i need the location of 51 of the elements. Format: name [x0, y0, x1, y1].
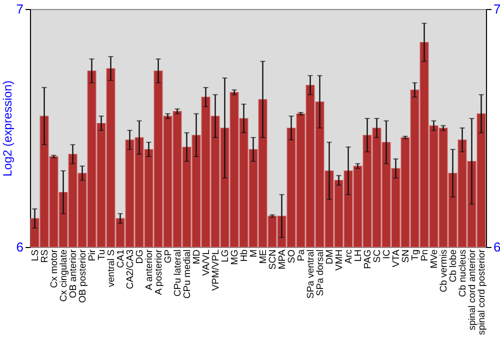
x-tick-label: SO — [286, 250, 298, 264]
x-tick-label: LH — [352, 249, 364, 262]
x-tick-label: A posterior — [153, 250, 164, 295]
x-tick-label: VPM/VPL — [210, 250, 222, 291]
x-tick-label: Pa — [296, 248, 307, 262]
x-tick-label: ME — [258, 250, 269, 264]
x-tick-label: Pn — [419, 250, 430, 262]
x-tick-label: MG — [229, 250, 240, 265]
x-tick-label: Pir — [86, 250, 98, 262]
x-tick-label: ventral S — [106, 250, 117, 287]
x-tick-label: DG — [134, 250, 146, 264]
x-tick-label: SCN — [267, 249, 278, 270]
x-tick-label: Cb lobe — [448, 250, 459, 282]
x-tick-label: DM — [324, 249, 336, 264]
x-tick-label: SPa ventral — [305, 250, 316, 299]
x-tick-label: Cx motor — [48, 250, 60, 288]
x-tick-label: spinal cord posterior — [476, 250, 488, 336]
y2-tick-label: 7 — [494, 2, 500, 16]
x-tick-label: MPA — [276, 248, 288, 270]
x-tick-label: CPu medial — [182, 250, 193, 299]
x-tick-label: IC — [381, 249, 392, 259]
x-tick-label: M — [248, 249, 260, 258]
x-tick-label: MVe — [428, 250, 440, 269]
x-tick-label: Cb nucleus — [457, 249, 468, 298]
x-tick-label: VTA — [390, 248, 402, 268]
y-axis-title: Log2 (expression) — [0, 80, 14, 177]
x-tick-label: RS — [39, 250, 50, 263]
x-tick-label: SC — [372, 249, 383, 263]
x-tick-label: Hb — [238, 250, 250, 262]
x-tick-label: LG — [220, 250, 231, 262]
x-tick-label: CA1 — [115, 250, 126, 268]
x-tick-label: MD — [191, 249, 202, 264]
x-tick-label: CA2/CA3 — [124, 250, 136, 290]
x-tick-label: spinal cord anterior — [466, 250, 478, 330]
x-tick-label: CPu lateral — [172, 250, 184, 296]
x-tick-label: SN — [400, 249, 412, 263]
x-tick-label: LS — [30, 250, 41, 262]
x-tick-label: Tg — [410, 250, 421, 261]
y2-tick-label: 6 — [494, 240, 500, 254]
x-tick-label: Cx cingulate — [58, 250, 70, 302]
x-tick-label: SPa dorsal — [314, 250, 326, 296]
x-tick-label: VMH — [334, 249, 345, 271]
x-tick-label: VA/VL — [200, 250, 212, 276]
x-tick-label: GP — [162, 250, 174, 264]
x-tick-label: OB posterior — [77, 250, 88, 303]
x-tick-label: Tu — [96, 250, 108, 260]
x-tick-label: A anterior — [144, 250, 155, 290]
x-tick-label: PAG — [362, 250, 374, 269]
x-tick-label: OB anterior — [68, 250, 79, 298]
x-tick-label: Cb vermis — [438, 249, 450, 292]
x-tick-label: Arc — [343, 249, 354, 264]
